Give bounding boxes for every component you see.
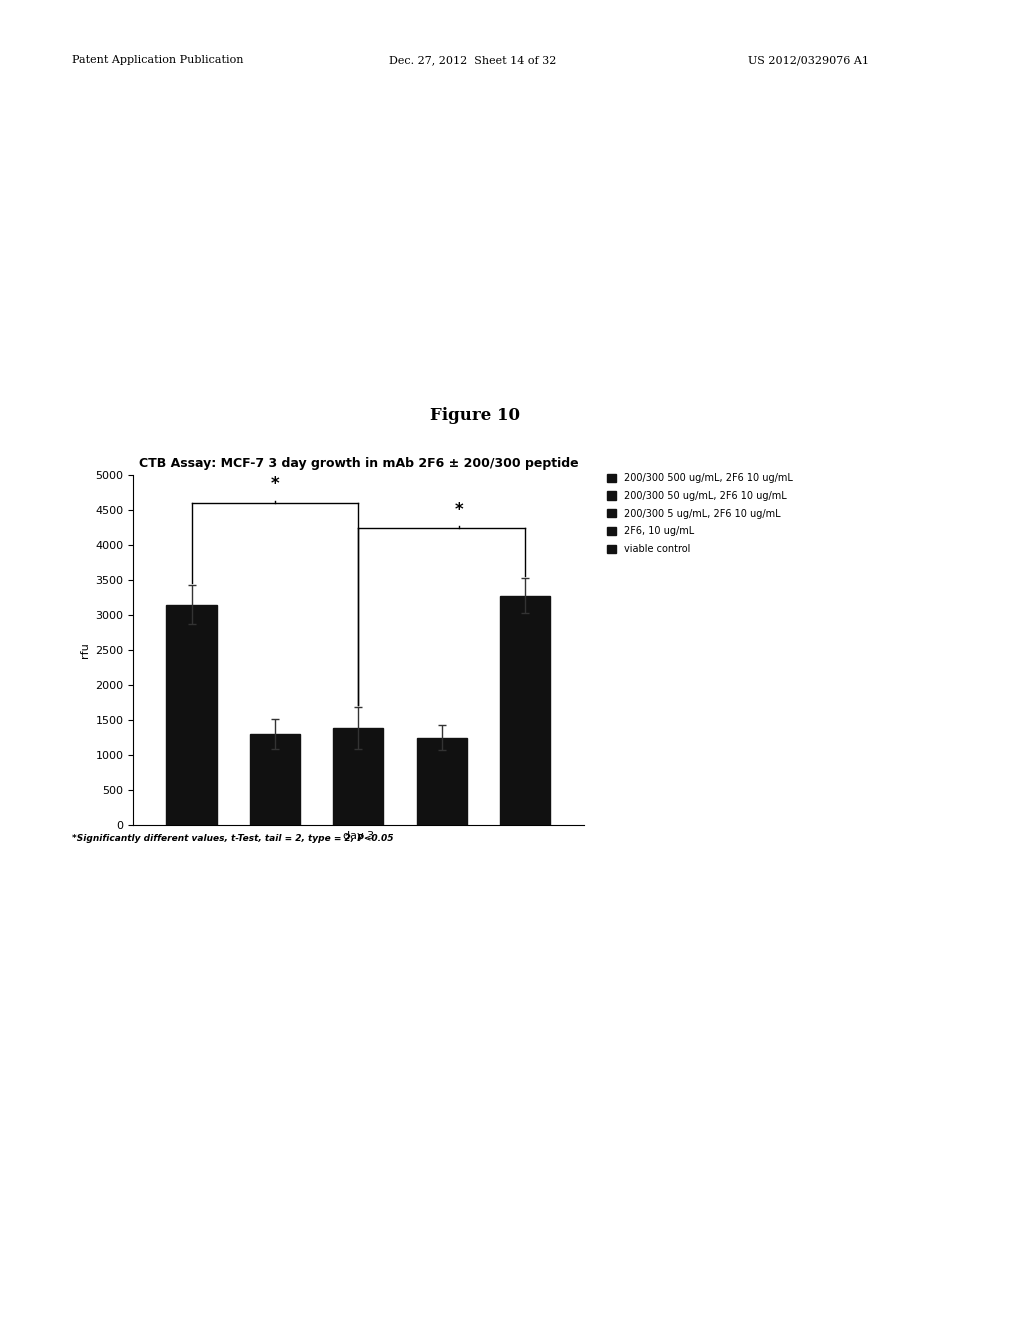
Text: US 2012/0329076 A1: US 2012/0329076 A1 (748, 55, 868, 66)
Text: *: * (270, 475, 280, 492)
Bar (250, 734, 300, 825)
Text: Patent Application Publication: Patent Application Publication (72, 55, 243, 66)
X-axis label: day 3: day 3 (343, 830, 374, 841)
Y-axis label: rfu: rfu (80, 643, 90, 657)
Bar (167, 605, 216, 825)
Legend: 200/300 500 ug/mL, 2F6 10 ug/mL, 200/300 50 ug/mL, 2F6 10 ug/mL, 200/300 5 ug/mL: 200/300 500 ug/mL, 2F6 10 ug/mL, 200/300… (606, 473, 793, 554)
Bar (334, 729, 383, 825)
Title: CTB Assay: MCF-7 3 day growth in mAb 2F6 ± 200/300 peptide: CTB Assay: MCF-7 3 day growth in mAb 2F6… (138, 457, 579, 470)
Text: *: * (455, 500, 463, 519)
Text: *Significantly different values, t-Test, tail = 2, type = 2, P<0.05: *Significantly different values, t-Test,… (72, 834, 393, 843)
Bar (501, 595, 550, 825)
Text: Figure 10: Figure 10 (430, 408, 520, 424)
Text: Dec. 27, 2012  Sheet 14 of 32: Dec. 27, 2012 Sheet 14 of 32 (389, 55, 556, 66)
Bar (417, 738, 467, 825)
